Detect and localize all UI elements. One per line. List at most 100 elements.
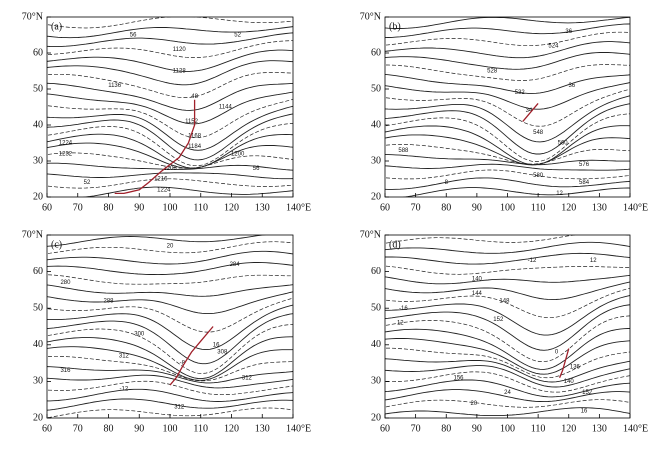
- panel: 60 70 80 90 100 110 120 130 140°E203040506070°N(…: [360, 11, 648, 213]
- y-tick-label: 20: [33, 191, 43, 202]
- y-tick-label: 70°N: [22, 11, 43, 22]
- y-tick-label: 70°N: [22, 229, 43, 240]
- x-tick-label: 60: [380, 423, 390, 434]
- contour-line: [385, 177, 630, 190]
- contour-lines: [385, 235, 630, 417]
- contour-line: [47, 313, 293, 365]
- contour-label: 1200: [231, 151, 245, 157]
- y-tick-label: 50: [371, 302, 381, 313]
- contour-label: 12: [590, 258, 597, 264]
- contour-label: 312: [242, 375, 253, 381]
- contour-label: 580: [533, 173, 544, 179]
- contour-line: [47, 82, 293, 111]
- contour-label: 0: [555, 350, 559, 356]
- x-tick-label: 70: [411, 423, 421, 434]
- contour-line: [385, 274, 630, 285]
- x-tick-label: 130: [255, 202, 270, 213]
- contour-label: 136: [570, 364, 581, 370]
- contour-label: 140: [472, 276, 483, 282]
- contour-line: [47, 17, 293, 29]
- contour-line: [385, 41, 630, 59]
- contour-line: [385, 295, 630, 336]
- x-tick-label: 80: [441, 423, 451, 434]
- x-tick-label: 140°E: [623, 423, 648, 434]
- y-tick-label: 30: [371, 376, 381, 387]
- contour-line: [385, 17, 630, 29]
- y-tick-label: 40: [371, 339, 381, 350]
- contour-line: [47, 113, 293, 161]
- contour-line: [385, 169, 630, 180]
- y-tick-label: 50: [33, 83, 43, 94]
- panel-label: (b): [389, 21, 401, 32]
- contour-line: [385, 315, 630, 363]
- x-tick-label: 110: [193, 202, 208, 213]
- contour-label: 12: [397, 320, 404, 326]
- contour-lines: [385, 17, 630, 197]
- contour-line: [47, 297, 293, 333]
- y-tick-label: 60: [33, 266, 43, 277]
- contour-label: 528: [487, 69, 498, 75]
- contour-line: [385, 52, 630, 70]
- trajectory: [522, 102, 539, 122]
- contour-line: [47, 72, 293, 98]
- x-tick-label: 60: [42, 202, 52, 213]
- contour-line: [385, 95, 630, 143]
- contour-line: [385, 365, 630, 388]
- x-tick-label: 140°E: [286, 423, 311, 434]
- contour-label: 1208: [163, 166, 177, 172]
- contour-line: [47, 324, 293, 374]
- contour-line: [47, 241, 293, 254]
- contour-label: 300: [134, 331, 145, 337]
- contour-label: 8: [445, 180, 449, 186]
- contour-line: [47, 32, 293, 48]
- contour-label: 532: [515, 90, 526, 96]
- y-tick-label: 30: [371, 155, 381, 166]
- contour-line: [47, 162, 293, 171]
- contour-label: 576: [579, 162, 590, 168]
- trajectory: [558, 348, 570, 378]
- contour-line: [385, 379, 630, 398]
- contour-line: [385, 265, 630, 275]
- contour-line: [82, 186, 293, 197]
- panel-label: (d): [389, 239, 401, 250]
- x-tick-label: 70: [73, 423, 83, 434]
- contour-line: [385, 399, 630, 408]
- contour-line: [47, 49, 293, 72]
- contour-line: [47, 235, 267, 247]
- contour-line: [385, 347, 630, 379]
- contour-line: [385, 241, 630, 254]
- x-tick-label: 100: [163, 423, 178, 434]
- contour-line: [385, 113, 630, 162]
- contour-label: 312: [174, 405, 185, 411]
- contour-label: 584: [579, 180, 590, 186]
- contour-line: [385, 371, 630, 393]
- x-tick-label: 110: [531, 423, 546, 434]
- contour-line: [47, 98, 293, 139]
- y-tick-label: 70°N: [360, 11, 381, 22]
- contour-label: 1168: [188, 133, 202, 139]
- panel: 60 70 80 90 100 110 120 130 140°E203040506070°N(…: [360, 229, 648, 434]
- x-tick-label: 80: [104, 202, 114, 213]
- contour-line: [47, 40, 293, 58]
- contour-lines: [47, 17, 293, 197]
- contour-line: [47, 91, 293, 125]
- x-tick-label: 90: [472, 202, 482, 213]
- contour-line: [385, 337, 630, 375]
- y-tick-label: 40: [371, 119, 381, 130]
- contour-lines: [47, 235, 293, 418]
- contour-label: 20: [470, 401, 477, 407]
- contour-label: 548: [533, 130, 544, 136]
- x-tick-label: 130: [255, 423, 270, 434]
- contour-label: 24: [504, 390, 511, 396]
- trajectory: [169, 326, 214, 386]
- panel: 60 70 80 90 100 110 120 130 140°E203040506070°N(…: [22, 229, 311, 434]
- x-tick-label: 120: [224, 202, 239, 213]
- contour-label: 152: [493, 317, 504, 323]
- contour-line: [47, 336, 293, 380]
- x-tick-label: 70: [73, 202, 83, 213]
- contour-label: 56: [253, 166, 260, 172]
- contour-line: [385, 134, 630, 166]
- y-tick-label: 70°N: [360, 229, 381, 240]
- contour-label: 560: [558, 141, 569, 147]
- x-tick-label: 130: [592, 423, 607, 434]
